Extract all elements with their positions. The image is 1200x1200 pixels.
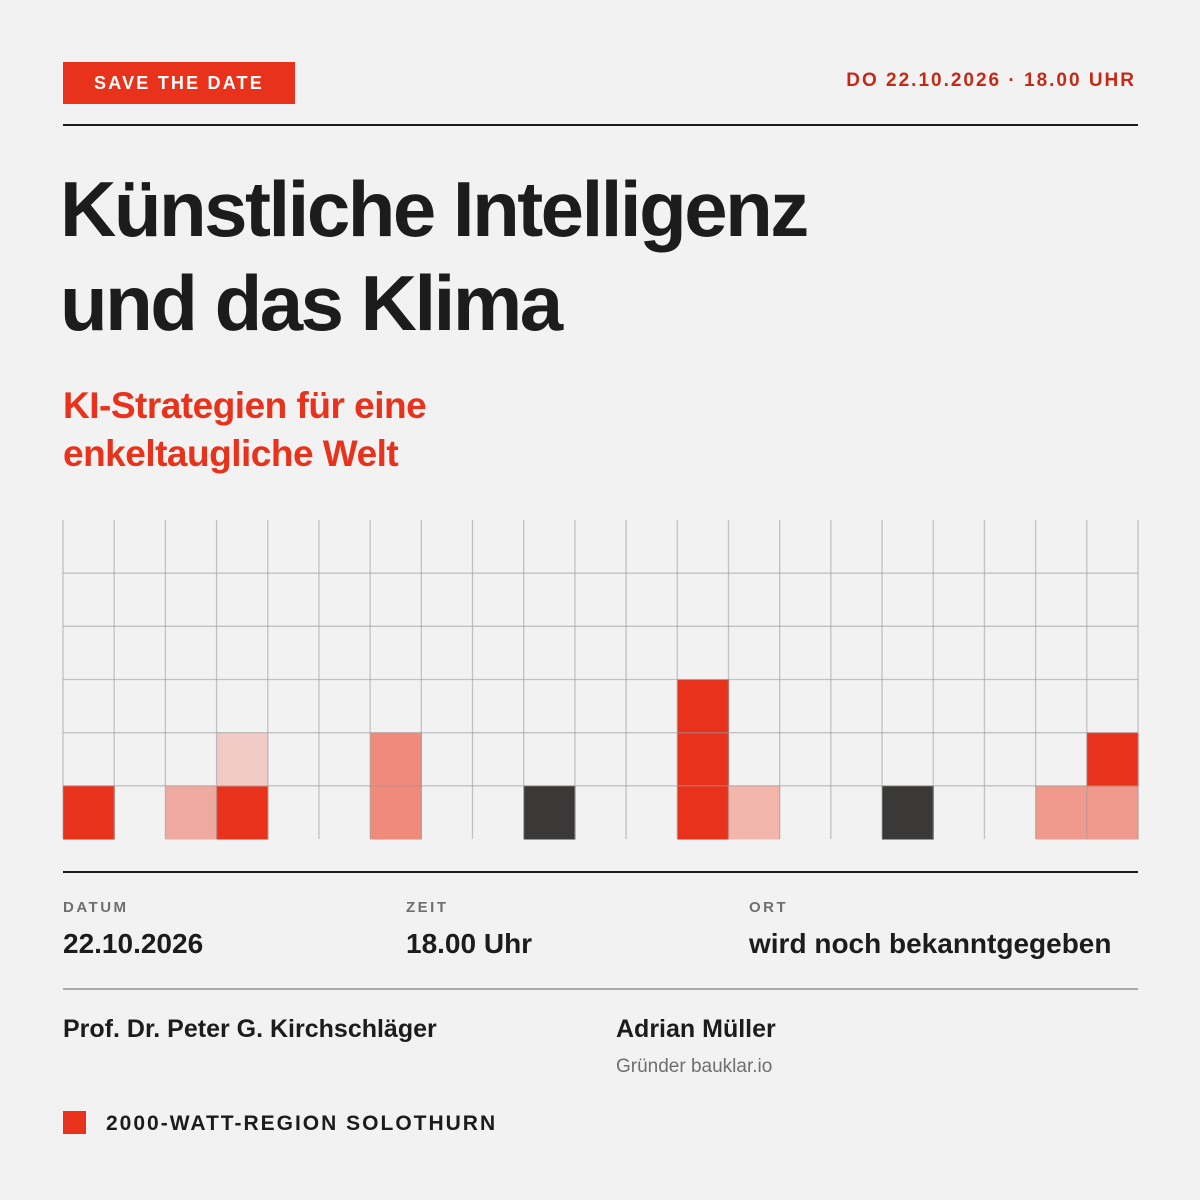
speaker-2-name: Adrian Müller bbox=[616, 1015, 776, 1043]
event-date-header: DO 22.10.2026 · 18.00 UHR bbox=[846, 70, 1136, 91]
grid-cell-11 bbox=[882, 785, 934, 840]
grid-cell-8 bbox=[677, 732, 729, 787]
zeit-label: ZEIT bbox=[406, 899, 449, 916]
top-divider bbox=[63, 124, 1138, 126]
zeit-value: 18.00 Uhr bbox=[406, 928, 533, 959]
title-line-2: und das Klima bbox=[60, 259, 563, 347]
ort-value: wird noch bekanntgegeben bbox=[749, 928, 1112, 959]
grid-cell-5 bbox=[370, 732, 422, 787]
ort-label: ORT bbox=[749, 899, 789, 916]
grid-cell-0 bbox=[63, 785, 115, 840]
middle-divider bbox=[63, 871, 1138, 873]
info-ort: ORT wird noch bekanntgegeben bbox=[749, 899, 1111, 960]
grid-cell-6 bbox=[523, 785, 576, 840]
grid-cell-1 bbox=[165, 785, 218, 840]
event-subtitle: KI-Strategien für eine enkeltaugliche We… bbox=[63, 382, 963, 478]
subtitle-line-2: enkeltaugliche Welt bbox=[63, 433, 399, 474]
footer-square-icon bbox=[63, 1110, 86, 1134]
grid-cell-10 bbox=[728, 785, 781, 840]
grid-cell-14 bbox=[1086, 732, 1139, 787]
grid-cell-9 bbox=[677, 679, 729, 734]
info-zeit: ZEIT 18.00 Uhr bbox=[406, 899, 532, 960]
event-title: Künstliche Intelligenz und das Klima bbox=[60, 162, 1160, 350]
grid-cell-2 bbox=[216, 785, 269, 840]
lower-divider bbox=[63, 988, 1138, 990]
save-the-date-badge: SAVE THE DATE bbox=[63, 62, 295, 104]
datum-value: 22.10.2026 bbox=[63, 928, 204, 959]
grid-cell-4 bbox=[370, 785, 422, 840]
subtitle-line-1: KI-Strategien für eine bbox=[63, 385, 427, 426]
title-line-1: Künstliche Intelligenz bbox=[60, 165, 809, 253]
footer-organization: 2000-WATT-REGION SOLOTHURN bbox=[106, 1112, 498, 1135]
speaker-2-role: Gründer bauklar.io bbox=[616, 1056, 773, 1077]
grid-cell-3 bbox=[216, 732, 269, 787]
grid-cell-12 bbox=[1035, 785, 1088, 840]
datum-label: DATUM bbox=[63, 899, 129, 916]
speaker-1-name: Prof. Dr. Peter G. Kirchschläger bbox=[63, 1015, 437, 1043]
grid-cell-7 bbox=[677, 785, 729, 840]
grid-cell-13 bbox=[1086, 785, 1139, 840]
info-datum: DATUM 22.10.2026 bbox=[63, 899, 203, 960]
footer: 2000-WATT-REGION SOLOTHURN bbox=[63, 1108, 497, 1136]
